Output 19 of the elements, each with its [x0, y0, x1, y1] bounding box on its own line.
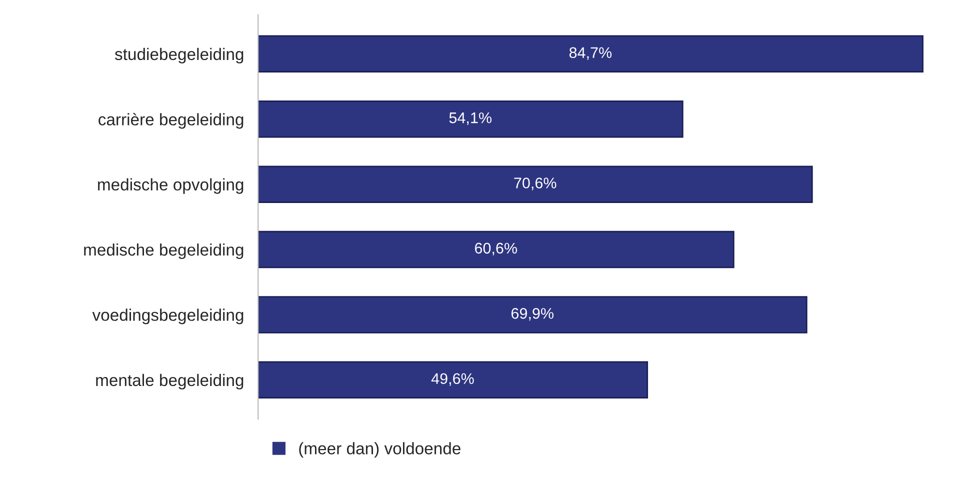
bar [258, 230, 734, 268]
bar [258, 361, 648, 399]
y-tick-label: carrière begeleiding [98, 112, 244, 129]
bar [258, 35, 924, 73]
data-label: 60,6% [475, 242, 518, 256]
bar [258, 100, 684, 138]
data-label: 84,7% [569, 47, 612, 60]
data-label: 49,6% [431, 373, 474, 386]
data-label: 69,9% [511, 308, 554, 321]
y-tick-label: studiebegeleiding [114, 48, 244, 64]
y-tick-label: medische begeleiding [84, 243, 244, 260]
bar [258, 166, 813, 203]
y-tick-label: mentale begeleiding [96, 374, 244, 390]
data-label: 54,1% [449, 112, 492, 126]
legend-label: (meer dan) voldoende [299, 442, 460, 458]
y-tick-label: voedingsbegeleiding [92, 308, 244, 324]
bar [258, 296, 808, 334]
data-label: 70,6% [514, 178, 556, 190]
y-tick-label: medische opvolging [98, 178, 244, 194]
